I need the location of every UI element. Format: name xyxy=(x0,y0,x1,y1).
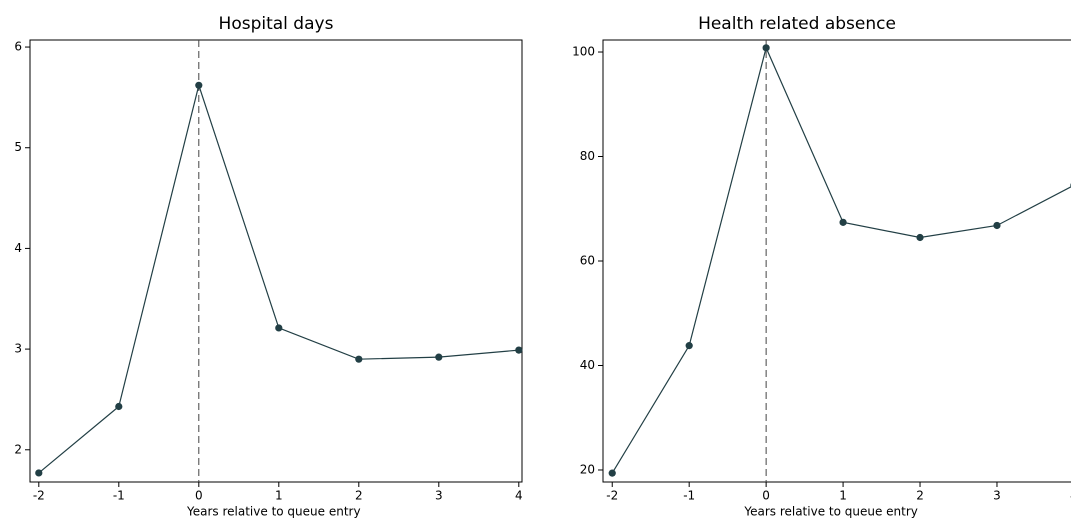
data-point xyxy=(195,81,203,89)
plot-frame xyxy=(29,39,523,483)
x-tick-label: -2 xyxy=(33,489,45,503)
chart-title: Health related absence xyxy=(698,14,896,34)
x-tick-label: 2 xyxy=(916,489,924,503)
data-point xyxy=(762,44,770,52)
x-tick-label: 4 xyxy=(515,489,523,503)
chart-title: Hospital days xyxy=(219,14,334,34)
x-tick-label: 1 xyxy=(275,489,283,503)
data-point xyxy=(115,402,123,411)
x-axis-label: Years relative to queue entry xyxy=(186,505,361,519)
y-tick-label: 2 xyxy=(14,442,22,456)
y-tick-label: 5 xyxy=(14,140,22,154)
data-point xyxy=(685,342,693,350)
data-line xyxy=(38,83,519,474)
data-point xyxy=(608,469,616,477)
data-point xyxy=(839,218,847,226)
data-point xyxy=(35,469,43,477)
plot-frame xyxy=(602,39,1071,483)
data-point xyxy=(355,355,363,363)
x-tick-label: 1 xyxy=(839,489,847,503)
y-tick-label: 6 xyxy=(14,40,22,54)
data-point xyxy=(916,233,924,242)
y-tick-label: 80 xyxy=(580,149,595,163)
x-tick-label: 3 xyxy=(435,489,443,503)
x-tick-label: 3 xyxy=(993,489,1001,503)
x-axis-label: Years relative to queue entry xyxy=(743,505,918,519)
y-tick-label: 3 xyxy=(14,342,22,356)
x-tick-label: -1 xyxy=(113,489,125,503)
y-tick-label: 4 xyxy=(14,241,22,255)
x-tick-label: 0 xyxy=(762,489,770,503)
data-point xyxy=(515,346,523,354)
y-tick-label: 100 xyxy=(572,45,595,59)
x-tick-label: -1 xyxy=(683,489,695,503)
y-tick-label: 20 xyxy=(580,462,595,476)
x-tick-label: -2 xyxy=(606,489,618,503)
x-tick-label: 0 xyxy=(195,489,203,503)
data-point xyxy=(275,324,283,332)
x-tick-label: 2 xyxy=(355,489,363,503)
data-point xyxy=(993,221,1001,230)
y-tick-label: 60 xyxy=(580,254,595,268)
data-line xyxy=(611,46,1071,474)
data-point xyxy=(435,353,443,361)
y-tick-label: 40 xyxy=(580,358,595,372)
